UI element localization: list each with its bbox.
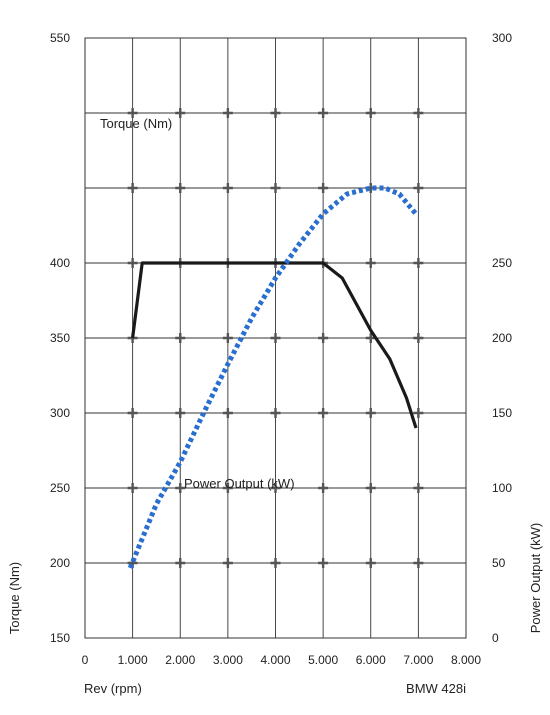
grid-cross-mark: [175, 183, 186, 193]
torque-series-label: Torque (Nm): [100, 116, 172, 131]
grid-cross-mark: [365, 558, 376, 568]
x-tick-label: 1.000: [118, 653, 148, 667]
grid-cross-mark: [175, 333, 186, 343]
x-tick-label: 5.000: [308, 653, 338, 667]
power-series-line: [127, 185, 418, 569]
grid-cross-mark: [318, 333, 329, 343]
grid-cross-mark: [270, 558, 281, 568]
grid-cross-mark: [413, 333, 424, 343]
grid-cross-mark: [318, 483, 329, 493]
grid-cross-mark: [222, 408, 233, 418]
grid-cross-mark: [270, 333, 281, 343]
x-axis-label: Rev (rpm): [84, 681, 142, 696]
y2-tick-label: 0: [492, 631, 499, 645]
grid-cross-mark: [222, 483, 233, 493]
grid-cross-mark: [175, 408, 186, 418]
grid-cross-mark: [413, 558, 424, 568]
x-tick-label: 3.000: [213, 653, 243, 667]
grid-cross-mark: [413, 408, 424, 418]
y-tick-label: 300: [50, 406, 70, 420]
grid-cross-mark: [127, 483, 138, 493]
grid-cross-mark: [127, 108, 138, 118]
grid-cross-mark: [318, 183, 329, 193]
y2-tick-label: 100: [492, 481, 512, 495]
y2-tick-label: 50: [492, 556, 506, 570]
grid-cross-mark: [127, 183, 138, 193]
grid-cross-mark: [222, 558, 233, 568]
y-tick-label: 250: [50, 481, 70, 495]
grid-cross-mark: [318, 108, 329, 118]
model-label: BMW 428i: [406, 681, 466, 696]
grid-cross-mark: [365, 483, 376, 493]
x-tick-label: 8.000: [451, 653, 481, 667]
grid-cross-mark: [365, 408, 376, 418]
x-tick-label: 2.000: [165, 653, 195, 667]
torque-series-line: [131, 261, 418, 429]
grid-cross-mark: [318, 558, 329, 568]
y2-tick-label: 300: [492, 31, 512, 45]
grid-cross-mark: [175, 558, 186, 568]
tick-labels: 0 1.000 2.000 3.000 4.000 5.000 6.000 7.000 8.00…: [50, 31, 512, 667]
y-tick-label: 400: [50, 256, 70, 270]
y2-axis-label: Power Output (kW): [528, 523, 543, 634]
x-tick-label: 4.000: [260, 653, 290, 667]
grid-cross-mark: [222, 183, 233, 193]
x-tick-label: 0: [82, 653, 89, 667]
grid-cross-mark: [413, 483, 424, 493]
grid-cross-mark: [270, 483, 281, 493]
grid-cross-mark: [413, 108, 424, 118]
y-axis-label: Torque (Nm): [7, 562, 22, 634]
grid-cross-mark: [270, 183, 281, 193]
grid-cross-mark: [127, 258, 138, 268]
grid-cross-mark: [222, 333, 233, 343]
y-tick-label: 350: [50, 331, 70, 345]
grid-cross-mark: [175, 483, 186, 493]
grid-cross-mark: [413, 258, 424, 268]
grid-cross-mark: [270, 108, 281, 118]
y2-tick-label: 200: [492, 331, 512, 345]
y-tick-label: 550: [50, 31, 70, 45]
grid-cross-mark: [365, 258, 376, 268]
y2-tick-label: 250: [492, 256, 512, 270]
labels: Torque (Nm) Power Output (kW) Rev (rpm) …: [7, 116, 543, 696]
y-tick-label: 200: [50, 556, 70, 570]
x-tick-label: 6.000: [356, 653, 386, 667]
grid-cross-mark: [127, 408, 138, 418]
y2-tick-label: 150: [492, 406, 512, 420]
grid-cross-mark: [413, 183, 424, 193]
x-tick-label: 7.000: [403, 653, 433, 667]
grid-cross-mark: [270, 408, 281, 418]
grid-cross-mark: [222, 108, 233, 118]
grid-cross-mark: [365, 108, 376, 118]
power-series-label: Power Output (kW): [184, 476, 295, 491]
grid-cross-mark: [318, 408, 329, 418]
grid-cross-mark: [175, 108, 186, 118]
series: [127, 185, 418, 569]
y-tick-label: 150: [50, 631, 70, 645]
